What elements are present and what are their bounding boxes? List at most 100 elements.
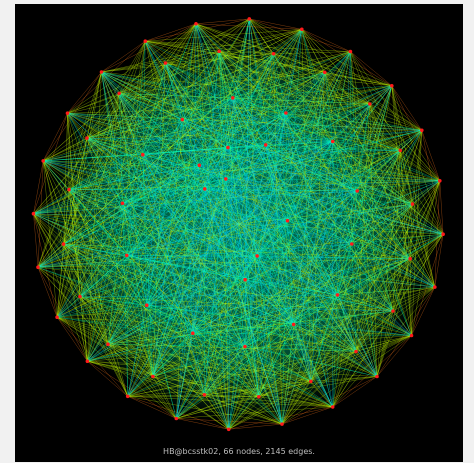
graph-node	[243, 344, 247, 349]
graph-edge	[192, 332, 246, 347]
graph-edge	[127, 394, 205, 397]
graph-edge	[142, 154, 246, 280]
graph-edge	[232, 53, 274, 99]
graph-node	[355, 189, 360, 193]
graph-edge	[119, 93, 413, 205]
graph-edge	[101, 71, 286, 114]
graph-edge	[399, 150, 436, 288]
graph-edge	[63, 93, 120, 245]
graph-edge	[152, 376, 283, 425]
graph-node	[330, 405, 335, 409]
graph-edge	[204, 243, 352, 395]
graph-edge	[227, 147, 294, 325]
graph-edge	[249, 18, 302, 30]
graph-edge	[165, 23, 197, 64]
graph-edge	[195, 23, 260, 397]
graph-edge	[122, 190, 358, 204]
graph-edge	[68, 189, 109, 345]
graph-edge	[79, 294, 338, 297]
graph-edge	[146, 304, 246, 347]
graph-edge	[107, 343, 259, 398]
graph-edge	[146, 103, 370, 306]
graph-edge	[273, 53, 358, 192]
graph-edge	[195, 23, 412, 336]
graph-edge	[79, 93, 120, 297]
graph-edge	[145, 40, 287, 114]
graph-edge	[355, 310, 394, 352]
graph-edge	[195, 23, 234, 99]
graph-edge	[37, 203, 413, 268]
graph-edge	[68, 189, 128, 397]
graph-edge	[357, 190, 411, 259]
graph-edge	[400, 150, 440, 181]
graph-edge	[285, 112, 333, 142]
graph-edge	[107, 130, 422, 345]
graph-node	[151, 374, 155, 379]
graph-edge	[258, 396, 283, 425]
graph-node	[420, 128, 424, 133]
graph-edge	[204, 203, 413, 395]
graph-edge	[107, 279, 246, 345]
graph-edge	[56, 138, 88, 318]
graph-edge	[63, 243, 412, 336]
graph-edge	[176, 418, 283, 425]
graph-edge	[146, 305, 333, 408]
graph-edge	[107, 203, 123, 345]
graph-edge	[258, 294, 338, 397]
graph-edge	[245, 243, 352, 280]
graph-edge	[142, 63, 166, 155]
graph-edge	[204, 346, 246, 395]
graph-node	[410, 202, 415, 206]
graph-edge	[310, 294, 338, 382]
graph-node	[85, 136, 89, 140]
graph-node	[291, 322, 296, 327]
graph-edge	[285, 103, 370, 114]
graph-edge	[37, 255, 127, 268]
graph-edge	[273, 53, 392, 87]
graph-node	[197, 163, 202, 168]
graph-edge	[63, 41, 146, 245]
graph-edge	[204, 188, 358, 192]
graph-edge	[142, 53, 274, 155]
graph-edge	[232, 97, 294, 325]
graph-edge	[258, 381, 311, 398]
graph-edge	[199, 51, 220, 166]
graph-edge	[285, 112, 353, 245]
graph-edge	[182, 119, 333, 142]
graph-node	[55, 315, 59, 320]
graph-edge	[182, 23, 197, 120]
graph-edge	[63, 51, 220, 245]
graph-edge	[33, 213, 288, 221]
graph-edge	[146, 203, 413, 306]
node-layer	[31, 17, 445, 432]
graph-edge	[324, 72, 436, 288]
graph-edge	[56, 317, 109, 345]
graph-node	[31, 211, 36, 216]
graph-edge	[57, 304, 147, 318]
graph-edge	[127, 376, 154, 397]
graph-edge	[293, 72, 325, 325]
graph-edge	[265, 144, 338, 295]
graph-edge	[273, 53, 325, 73]
graph-edge	[68, 23, 197, 190]
graph-edge	[122, 203, 338, 296]
graph-edge	[256, 112, 287, 256]
graph-node	[271, 52, 276, 56]
graph-edge	[118, 93, 194, 334]
graph-edge	[122, 119, 183, 204]
graph-edge	[227, 147, 338, 296]
graph-edge	[412, 203, 444, 235]
graph-edge	[219, 51, 325, 73]
graph-edge	[265, 144, 358, 192]
graph-node	[180, 117, 185, 122]
graph-edge	[33, 97, 233, 214]
graph-edge	[265, 144, 352, 245]
graph-edge	[67, 112, 333, 142]
graph-edge	[199, 165, 394, 312]
graph-edge	[87, 51, 220, 362]
graph-edge	[146, 144, 266, 306]
graph-edge	[122, 203, 246, 347]
graph-edge	[192, 141, 333, 334]
graph-node	[255, 254, 259, 258]
graph-edge	[86, 137, 246, 280]
